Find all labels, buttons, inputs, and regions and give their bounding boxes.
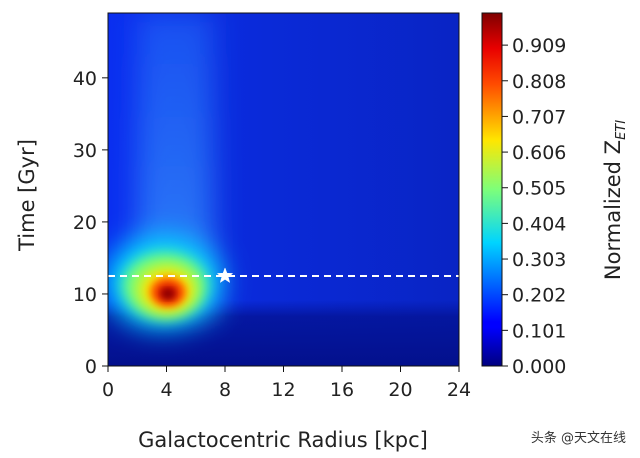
x-tick-label: 20 — [388, 379, 412, 401]
colorbar-tick-label: 0.404 — [512, 213, 566, 235]
x-tick-label: 4 — [160, 379, 172, 401]
colorbar-label: Normalized ZETI — [601, 120, 629, 280]
colorbar-axis: 0.000 0.101 0.202 0.303 0.404 0.505 0.606 0.707… — [502, 35, 566, 378]
y-tick-label: 40 — [73, 68, 97, 90]
colorbar-tick-label: 0.505 — [512, 178, 566, 200]
heatmap-peak — [163, 290, 173, 298]
y-tick-label: 0 — [85, 356, 97, 378]
x-tick-label: 0 — [102, 379, 114, 401]
heatmap-field — [108, 13, 459, 366]
colorbar-tick-label: 0.808 — [512, 71, 566, 93]
y-tick-label: 20 — [73, 212, 97, 234]
colorbar-tick-label: 0.101 — [512, 320, 566, 342]
x-axis-label: Galactocentric Radius [kpc] — [138, 428, 428, 452]
colorbar-tick-label: 0.909 — [512, 35, 566, 57]
y-tick-label: 30 — [73, 140, 97, 162]
x-tick-label: 16 — [330, 379, 354, 401]
colorbar-label-sub: ETI — [614, 120, 629, 140]
y-axis-label: Time [Gyr] — [15, 139, 39, 252]
sun-marker-star-icon — [216, 267, 234, 283]
y-tick-label: 10 — [73, 284, 97, 306]
x-axis: 0 4 8 12 16 20 24 — [102, 366, 471, 401]
colorbar-label-main: Normalized Z — [601, 140, 625, 280]
x-tick-label: 12 — [271, 379, 295, 401]
colorbar — [481, 12, 503, 367]
x-tick-label: 8 — [219, 379, 231, 401]
x-tick-label: 24 — [447, 379, 471, 401]
colorbar-tick-label: 0.707 — [512, 106, 566, 128]
colorbar-tick-label: 0.606 — [512, 142, 566, 164]
watermark: 头条 @天文在线 — [530, 431, 626, 446]
colorbar-tick-label: 0.000 — [512, 356, 566, 378]
colorbar-tick-label: 0.202 — [512, 285, 566, 307]
colorbar-tick-label: 0.303 — [512, 249, 566, 271]
y-axis: 0 10 20 30 40 — [73, 68, 108, 378]
